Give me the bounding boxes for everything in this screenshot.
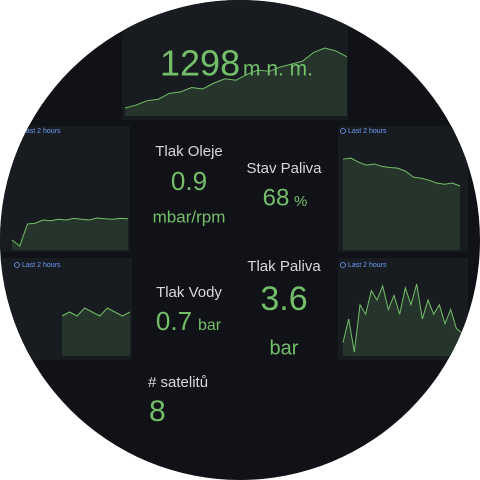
altitude-value: 1298: [160, 43, 240, 84]
stat-title: # satelitů: [148, 374, 208, 391]
sparkline: [61, 307, 131, 317]
stat-title: Tlak Vody: [156, 284, 222, 301]
stat-unit: %: [294, 193, 307, 210]
sparkline-area: [12, 218, 128, 250]
sparkline-area: [343, 284, 462, 356]
stat-title: Tlak Paliva: [247, 258, 321, 275]
stat-unit: bar: [198, 317, 222, 334]
time-range: Last 2 hours: [22, 262, 61, 269]
clock-icon: [14, 262, 20, 268]
sparkline: [11, 217, 129, 247]
stat-value: 3.6: [260, 280, 307, 318]
sparkline: [342, 157, 461, 187]
sparkline-area: [125, 48, 347, 116]
panel: [338, 126, 468, 252]
stat-value: 0.7: [156, 306, 192, 336]
stat-unit: bar: [270, 337, 299, 359]
panel: [122, 0, 348, 120]
panel: [0, 126, 130, 252]
sparkline: [342, 283, 463, 353]
stat-value: 8: [149, 395, 166, 428]
stat-title: Stav Paliva: [246, 160, 322, 177]
stat-unit: mbar/rpm: [153, 207, 226, 226]
stat-title: Tlak Oleje: [155, 143, 223, 160]
stat-value: 68: [263, 184, 290, 211]
clock-icon: [340, 128, 346, 134]
time-range: Last 2 hours: [22, 128, 61, 135]
sparkline: [124, 47, 348, 109]
stat-value: 0.9: [171, 166, 207, 196]
sparkline-area: [62, 308, 130, 356]
time-range: Last 2 hours: [348, 128, 387, 135]
clock-icon: [340, 262, 346, 268]
time-range: Last 2 hours: [348, 262, 387, 269]
